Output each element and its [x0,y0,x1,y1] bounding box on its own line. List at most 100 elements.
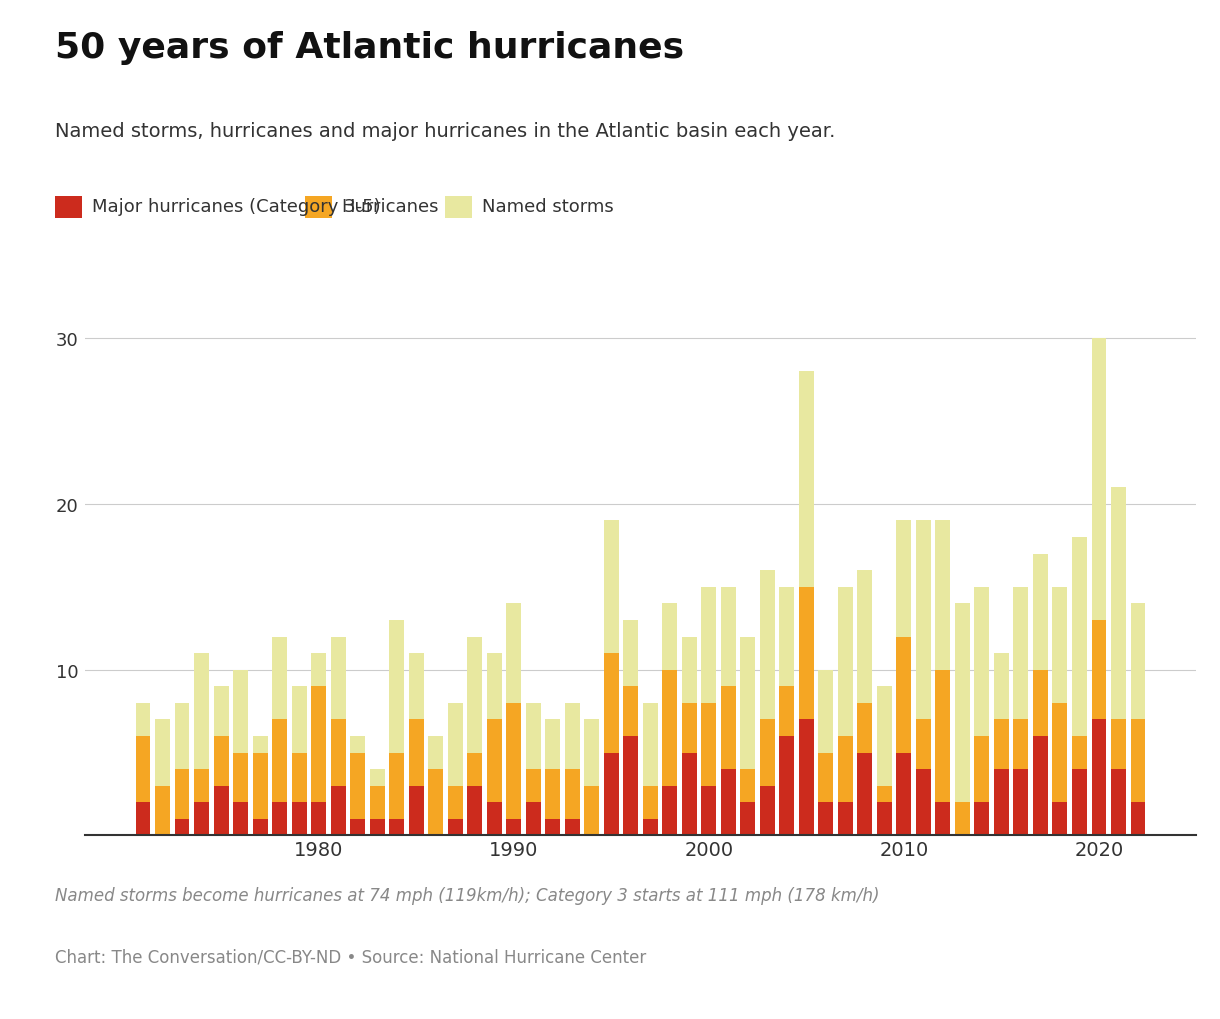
Bar [448,786,462,819]
Bar [994,653,1009,719]
Bar [194,803,209,836]
Bar [760,786,775,836]
Bar [877,803,892,836]
Bar [760,571,775,719]
Bar [389,753,404,819]
Bar [721,587,736,687]
Bar [877,687,892,786]
Bar [506,819,521,836]
Bar [838,736,853,803]
Bar [955,603,970,803]
Bar [526,803,540,836]
Bar [409,786,423,836]
Bar [858,703,872,753]
Bar [233,671,248,753]
Bar [272,637,287,719]
Bar [487,653,501,719]
Bar [467,753,482,786]
Bar [155,786,170,836]
Bar [643,786,658,819]
Bar [409,719,423,786]
Bar [1053,803,1068,836]
Bar [662,603,677,671]
Bar [155,719,170,786]
Bar [506,703,521,819]
Bar [253,736,267,753]
Bar [994,719,1009,769]
Bar [487,803,501,836]
Bar [565,703,580,769]
Bar [584,786,599,836]
Bar [545,819,560,836]
Bar [1111,769,1126,836]
Bar [702,703,716,786]
Bar [955,803,970,836]
Bar [526,769,540,803]
Bar [1072,538,1087,736]
Bar [292,687,306,753]
Bar [682,637,697,703]
Bar [936,803,950,836]
Bar [604,521,619,653]
Bar [1072,736,1087,769]
Bar [1092,719,1107,836]
Bar [897,753,911,836]
Bar [799,719,814,836]
Bar [780,736,794,836]
Bar [272,803,287,836]
Bar [858,753,872,836]
Bar [292,753,306,803]
Bar [272,719,287,803]
Bar [975,736,989,803]
Bar [741,637,755,769]
Bar [838,803,853,836]
Bar [897,637,911,753]
Bar [311,653,326,687]
Bar [1092,621,1107,719]
Bar [135,703,150,736]
Bar [780,587,794,687]
Bar [682,753,697,836]
Bar [311,687,326,803]
Bar [1131,803,1146,836]
Bar [467,786,482,836]
Bar [838,587,853,736]
Bar [565,819,580,836]
Bar [1033,736,1048,836]
Bar [643,819,658,836]
Bar [916,521,931,719]
Bar [506,603,521,703]
Bar [409,653,423,719]
Bar [702,786,716,836]
Bar [135,736,150,803]
Bar [350,819,365,836]
Bar [741,769,755,803]
Bar [1014,587,1028,719]
Bar [1111,719,1126,769]
Bar [545,769,560,819]
Bar [370,786,384,819]
Bar [428,769,443,836]
Bar [858,571,872,703]
Bar [174,819,189,836]
Bar [214,687,228,736]
Bar [975,587,989,736]
Bar [526,703,540,769]
Bar [916,719,931,769]
Bar [1033,671,1048,736]
Bar [623,736,638,836]
Bar [604,653,619,753]
Bar [994,769,1009,836]
Bar [936,521,950,671]
Bar [623,621,638,687]
Bar [1014,769,1028,836]
Bar [467,637,482,753]
Bar [448,703,462,786]
Bar [780,687,794,736]
Bar [214,736,228,786]
Bar [604,753,619,836]
Bar [135,803,150,836]
Bar [214,786,228,836]
Bar [819,803,833,836]
Bar [194,653,209,769]
